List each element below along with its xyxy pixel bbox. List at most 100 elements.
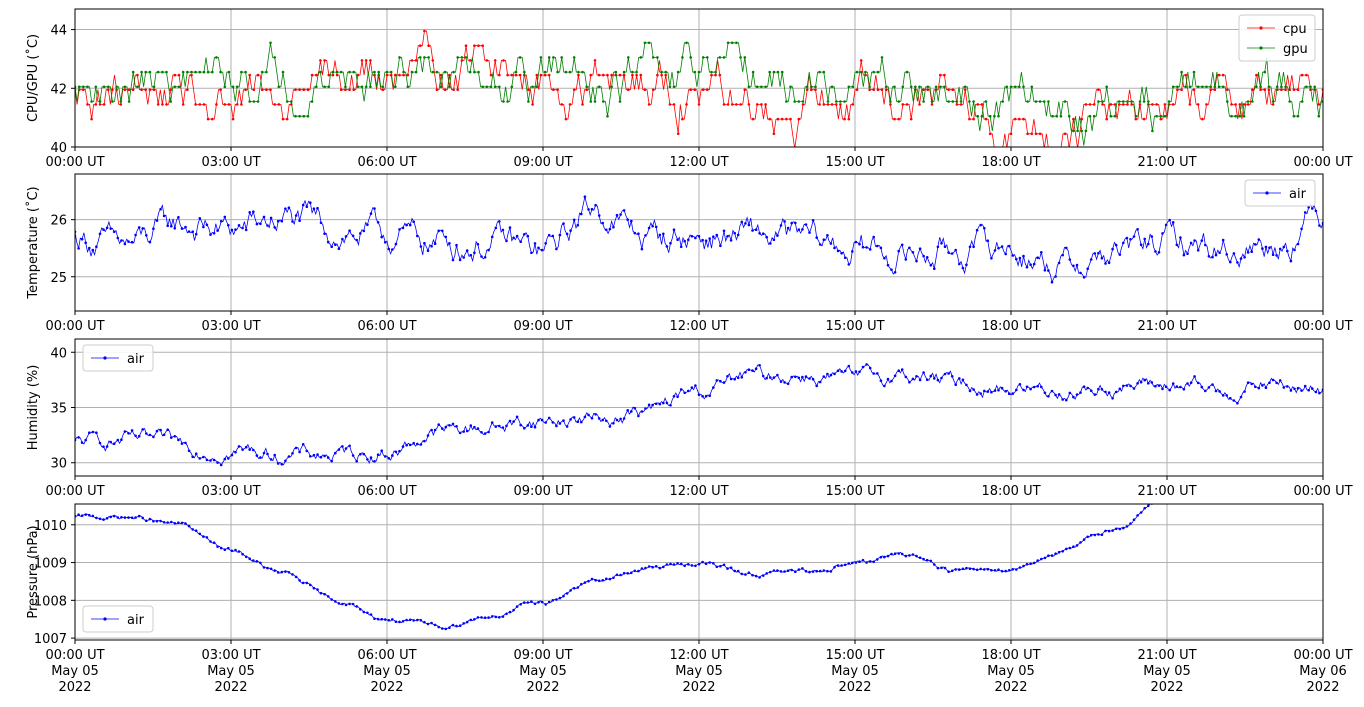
data-point [1075, 544, 1079, 547]
data-point [922, 100, 925, 103]
data-point [1072, 129, 1075, 133]
data-point [1168, 388, 1171, 392]
data-point [405, 443, 408, 447]
data-point [764, 103, 767, 106]
data-point [512, 608, 515, 612]
x-tick-label: 09:00 UT [513, 484, 572, 499]
data-point [865, 561, 868, 564]
data-point [1196, 249, 1200, 252]
data-point [847, 85, 851, 89]
data-point [348, 229, 351, 232]
data-point [804, 375, 808, 378]
data-point [237, 445, 241, 448]
data-point [1076, 147, 1079, 150]
data-point [107, 85, 110, 89]
data-point [793, 100, 796, 103]
data-point [190, 73, 193, 77]
x-tick-label-line: 21:00 UT [1137, 648, 1196, 663]
data-point [1218, 390, 1221, 393]
data-point [665, 563, 669, 566]
data-point [419, 245, 423, 248]
data-point [951, 88, 955, 91]
data-point [84, 438, 87, 442]
data-point [1278, 247, 1282, 251]
data-point [535, 85, 539, 89]
data-point [1196, 103, 1200, 106]
data-point [593, 59, 597, 62]
data-point [1180, 88, 1183, 91]
data-point [664, 70, 667, 74]
data-point [755, 103, 759, 106]
data-point [1097, 100, 1100, 103]
data-point [1026, 132, 1029, 136]
data-point [156, 70, 160, 74]
data-point [722, 56, 726, 59]
data-point [1275, 85, 1279, 89]
data-point [526, 424, 530, 427]
data-point [1238, 103, 1242, 106]
data-point [248, 557, 251, 560]
data-point [235, 85, 239, 89]
x-tick-label: 00:00 UT [45, 484, 104, 499]
data-point [765, 376, 768, 380]
data-point [540, 418, 544, 422]
data-point [1136, 514, 1139, 517]
data-point [972, 100, 975, 103]
data-point [576, 420, 580, 424]
data-point [768, 117, 771, 121]
data-point [1080, 129, 1083, 133]
data-point [131, 70, 135, 74]
data-point [498, 73, 501, 77]
data-point [462, 622, 466, 625]
data-point [519, 603, 522, 606]
data-point [1292, 88, 1296, 91]
data-point [651, 565, 654, 569]
data-point [473, 44, 476, 47]
data-point [1104, 529, 1107, 533]
data-point [715, 379, 719, 382]
data-point [890, 268, 893, 272]
data-point [815, 569, 818, 573]
data-point [1204, 389, 1207, 393]
data-point [1065, 547, 1068, 551]
data-point [639, 56, 643, 59]
data-point [186, 70, 189, 74]
data-point [1107, 261, 1111, 265]
data-point [1097, 533, 1100, 536]
data-point [306, 114, 310, 118]
data-point [1286, 249, 1289, 253]
data-point [644, 234, 647, 237]
data-point [794, 570, 797, 573]
data-point [148, 240, 152, 244]
data-point [1097, 251, 1100, 255]
data-point [452, 70, 455, 74]
data-point [1247, 493, 1250, 496]
legend-marker-cpu [1259, 26, 1263, 30]
data-point [701, 56, 705, 59]
data-point [583, 415, 587, 419]
x-tick-label-line: 15:00 UT [825, 648, 884, 663]
data-point [202, 70, 206, 74]
data-point [1204, 243, 1207, 247]
data-point [847, 364, 851, 368]
data-point [847, 263, 851, 266]
data-point [223, 85, 227, 89]
data-point [1051, 114, 1054, 118]
data-point [1086, 386, 1089, 390]
data-point [647, 226, 651, 230]
data-point [351, 602, 355, 606]
series-group [75, 493, 1250, 631]
x-tick-label-line: 03:00 UT [201, 155, 260, 170]
data-point [1082, 276, 1086, 279]
data-point [1051, 147, 1054, 150]
y-tick-label: 1009 [34, 557, 67, 572]
data-point [248, 100, 251, 103]
data-point [1289, 389, 1293, 392]
data-point [990, 569, 993, 572]
x-tick-label-line: 09:00 UT [513, 648, 572, 663]
data-point [301, 203, 305, 207]
data-point [576, 223, 580, 227]
data-point [622, 571, 626, 575]
data-point [701, 88, 705, 91]
data-point [637, 569, 640, 573]
